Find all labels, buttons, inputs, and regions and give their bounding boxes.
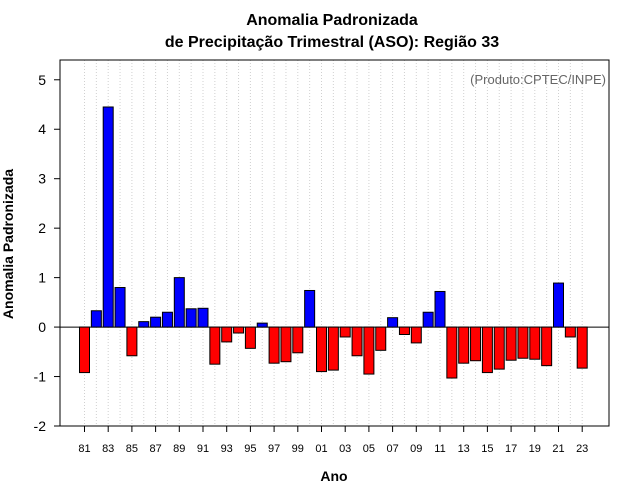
bar-2021 [553,282,564,328]
chart-title-line-2: de Precipitação Trimestral (ASO): Região… [165,34,499,51]
bars [79,106,588,379]
x-tick-label: 95 [244,443,256,455]
x-tick-label: 17 [505,443,517,455]
bar-1988 [161,311,173,328]
chart-title-line-1: Anomalia Padronizada [246,12,418,29]
vertical-grid-lines [84,60,583,426]
bar-1992 [209,326,221,365]
x-axis: 81 83 85 87 89 91 93 95 97 99 01 03 05 07 09 11 13 15 17 19… [78,426,588,455]
bar-2013 [458,326,470,364]
bar-2001 [316,326,327,373]
bar-1982 [90,310,102,328]
y-tick-label: 4 [38,121,46,137]
bar-2019 [529,326,541,360]
bar-2007 [387,317,399,328]
x-tick-label: 07 [386,443,398,455]
x-tick-label: 21 [552,443,564,455]
bar-1990 [185,308,197,328]
x-tick-label: 83 [102,443,114,455]
bar-2017 [505,326,517,361]
x-axis-label: Ano [320,468,347,484]
bar-2009 [410,326,422,344]
x-tick-label: 19 [529,443,541,455]
bar-2000 [304,289,316,328]
x-tick-label: 03 [339,443,351,455]
bar-2006 [375,326,387,351]
x-tick-label: 15 [481,443,493,455]
y-tick-label: 5 [38,72,46,88]
bar-2022 [564,326,576,338]
bar-1984 [114,287,126,328]
x-tick-label: 91 [197,443,209,455]
x-tick-label: 89 [173,443,185,455]
bar-1986 [138,321,150,328]
y-tick-label: 1 [38,270,46,286]
bar-2004 [351,326,363,357]
bar-2005 [363,326,375,375]
x-tick-label: 13 [458,443,470,455]
bar-1993 [221,326,233,343]
bar-2023 [576,326,588,369]
bar-1989 [173,277,185,328]
bar-2008 [398,326,410,336]
bar-2012 [446,326,458,379]
bar-1997 [268,326,280,364]
bar-2016 [493,326,505,370]
bar-2011 [434,290,446,328]
bar-2002 [327,326,339,371]
product-credit: (Produto:CPTEC/INPE) [470,72,606,87]
y-tick-label: -1 [34,369,47,385]
x-tick-label: 85 [126,443,138,455]
y-axis: -2 -1 0 1 2 3 4 5 [34,72,60,434]
x-tick-label: 93 [221,443,233,455]
y-axis-label: Anomalia Padronizada [0,169,16,319]
x-tick-label: 11 [434,443,445,455]
x-tick-label: 23 [576,443,588,455]
y-tick-label: 3 [38,171,46,187]
y-tick-label: 0 [38,319,46,335]
bar-2010 [422,311,434,328]
x-tick-label: 97 [268,443,280,455]
bar-1999 [292,326,304,354]
bar-1983 [102,106,114,328]
y-tick-label: 2 [38,220,46,236]
x-tick-label: 09 [410,443,422,455]
bar-1998 [280,326,292,363]
y-tick-label: -2 [34,418,47,434]
x-tick-label: 87 [149,443,161,455]
x-tick-label: 81 [78,443,90,455]
bar-1987 [150,316,162,328]
bar-2015 [481,326,493,374]
bar-1996 [256,322,268,328]
plot-frame [59,59,610,427]
bar-1981 [79,326,90,374]
bar-2003 [339,326,351,338]
bar-1995 [244,326,256,349]
bar-2018 [517,326,529,359]
x-tick-label: 99 [292,443,304,455]
x-tick-label: 01 [315,443,327,455]
bar-1991 [197,307,209,328]
bar-2014 [470,326,482,362]
bar-2020 [541,326,553,367]
bar-1985 [126,326,138,357]
x-tick-label: 05 [363,443,375,455]
bar-1994 [233,326,245,334]
